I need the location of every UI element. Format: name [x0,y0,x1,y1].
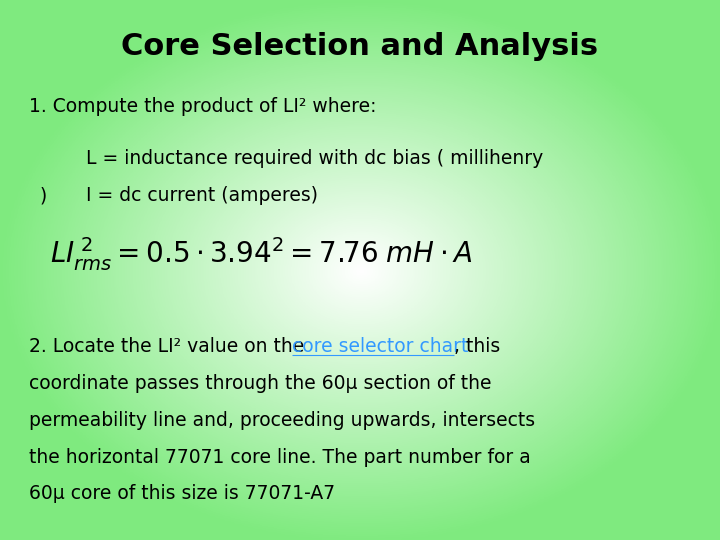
Text: L = inductance required with dc bias ( millihenry: L = inductance required with dc bias ( m… [86,148,544,167]
Text: the horizontal 77071 core line. The part number for a: the horizontal 77071 core line. The part… [29,448,531,467]
Text: $LI_{rms}^{\;2} = 0.5 \cdot 3.94^{2} = 7.76\; mH \cdot A$: $LI_{rms}^{\;2} = 0.5 \cdot 3.94^{2} = 7… [50,235,473,273]
Text: , this: , this [454,338,500,356]
Text: I = dc current (amperes): I = dc current (amperes) [86,186,318,205]
Text: 1. Compute the product of LI² where:: 1. Compute the product of LI² where: [29,97,377,116]
Text: 2. Locate the LI² value on the: 2. Locate the LI² value on the [29,338,310,356]
Text: permeability line and, proceeding upwards, intersects: permeability line and, proceeding upward… [29,411,535,430]
Text: Core Selection and Analysis: Core Selection and Analysis [122,32,598,62]
Text: coordinate passes through the 60μ section of the: coordinate passes through the 60μ sectio… [29,374,491,393]
Text: core selector chart: core selector chart [292,338,469,356]
Text: 60μ core of this size is 77071-A7: 60μ core of this size is 77071-A7 [29,484,335,503]
Text: ): ) [40,186,47,205]
